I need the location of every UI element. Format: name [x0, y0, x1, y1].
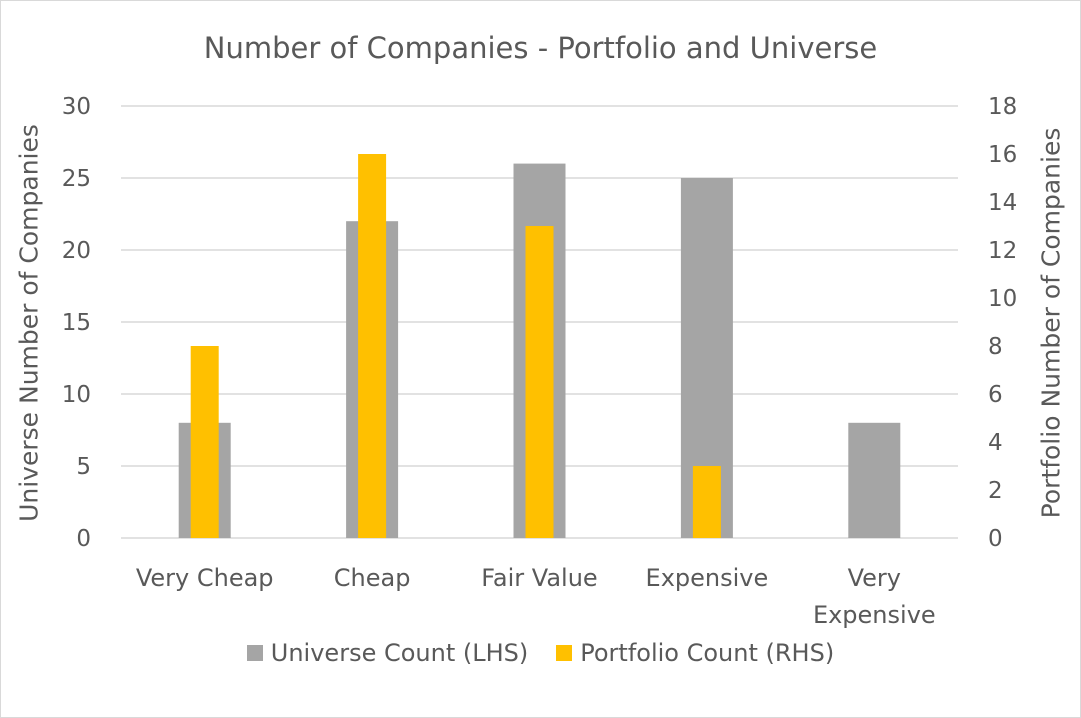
legend-item-universe: Universe Count (LHS) [246, 639, 529, 667]
bar-portfolio [525, 226, 554, 538]
bar-universe [848, 422, 901, 538]
y-right-tick-label: 4 [988, 430, 1003, 456]
y-left-tick-label: 25 [62, 166, 91, 192]
legend-item-portfolio: Portfolio Count (RHS) [556, 639, 834, 667]
bar-portfolio [692, 466, 721, 538]
x-tick-label: Cheap [334, 564, 411, 592]
y-left-tick-label: 0 [76, 526, 91, 552]
y-right-tick-label: 0 [988, 526, 1003, 552]
y-left-tick-label: 20 [62, 238, 91, 264]
legend: Universe Count (LHS) Portfolio Count (RH… [1, 639, 1080, 667]
bar-portfolio [190, 346, 219, 538]
legend-swatch-universe [246, 645, 263, 661]
x-tick-label: Expensive [646, 564, 769, 592]
x-tick-label: Fair Value [481, 564, 597, 592]
legend-label-universe: Universe Count (LHS) [270, 639, 529, 667]
y-right-tick-label: 12 [988, 238, 1017, 264]
chart-title: Number of Companies - Portfolio and Univ… [203, 31, 878, 65]
x-tick-label: Very Expensive [813, 564, 936, 629]
y-right-tick-label: 2 [988, 478, 1003, 504]
y-right-tick-label: 18 [988, 94, 1017, 120]
bar-portfolio [358, 154, 387, 538]
y-left-tick-label: 5 [76, 454, 91, 480]
y-left-tick-label: 10 [62, 382, 91, 408]
plot-area: 0 5 10 15 20 25 30 0 2 4 6 8 10 12 14 16 18 Very Cheap Che… [62, 94, 1018, 629]
legend-swatch-portfolio [556, 645, 573, 661]
y-right-tick-label: 10 [988, 286, 1017, 312]
y-right-tick-label: 8 [988, 334, 1003, 360]
y-left-tick-label: 15 [62, 310, 91, 336]
y-right-tick-label: 16 [988, 142, 1017, 168]
x-tick-label: Very Cheap [136, 564, 274, 592]
legend-label-portfolio: Portfolio Count (RHS) [580, 639, 835, 667]
y-right-tick-label: 6 [988, 382, 1003, 408]
y-left-tick-label: 30 [62, 94, 91, 120]
y-right-tick-label: 14 [988, 190, 1017, 216]
